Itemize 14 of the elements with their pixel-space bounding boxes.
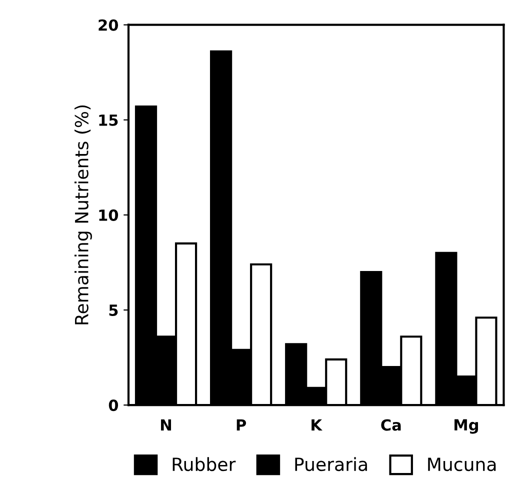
legend-label: Rubber [172,457,236,472]
y-tick-label: 15 [99,114,118,126]
legend-label: Pueraria [295,457,367,472]
y-tick-label: 10 [99,209,118,221]
legend-label: Mucuna [428,458,496,472]
y-tick-label: 20 [98,19,118,31]
x-tick-label: K [312,419,322,431]
y-axis-title: Remaining Nutrients (%) [74,105,92,324]
x-tick-label: N [161,419,172,431]
y-tick-label: 0 [108,400,118,412]
x-tick-label: P [236,419,246,431]
x-tick-label: Ca [381,419,401,431]
y-tick-label: 5 [109,304,118,316]
x-tick-label: Mg [454,419,478,434]
